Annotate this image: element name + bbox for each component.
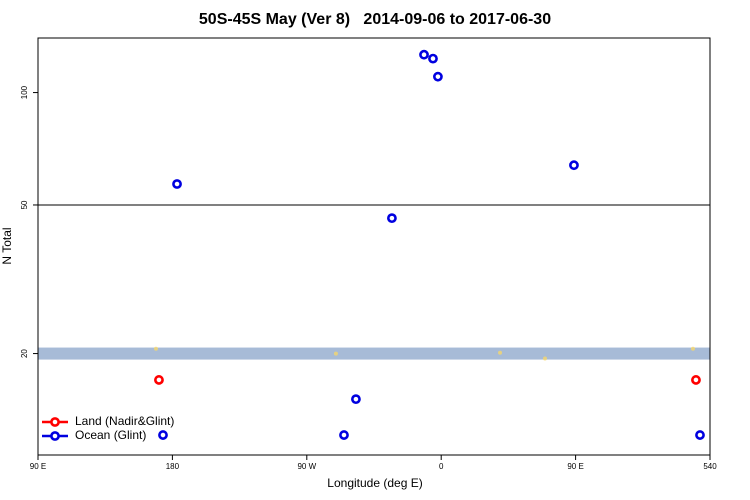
legend-marker [50,431,60,441]
point [172,179,182,189]
point [498,350,503,355]
band [38,347,710,360]
y-tick-label: 100 [20,85,29,99]
legend-marker [50,417,60,427]
x-tick-label: 540 [703,462,717,471]
x-tick-label: 90 E [567,462,583,471]
point [158,430,168,440]
point [695,430,705,440]
x-tick-label: 0 [439,462,444,471]
x-tick-label: 90 W [297,462,316,471]
point [153,346,158,351]
point [154,375,164,385]
point [387,213,397,224]
point [691,375,701,385]
point [428,53,438,64]
point [419,49,429,60]
y-tick-label: 20 [20,349,29,358]
legend-label: Ocean (Glint) [75,428,146,442]
point [333,351,338,356]
x-tick-label: 180 [166,462,180,471]
point [542,356,547,361]
x-tick-label: 90 E [30,462,46,471]
x-axis-label: Longitude (deg E) [327,476,422,490]
point [339,430,349,440]
chart-title: 50S-45S May (Ver 8) 2014-09-06 to 2017-0… [199,11,551,28]
legend-label: Land (Nadir&Glint) [75,414,174,428]
point [351,394,361,405]
y-tick-label: 50 [20,200,29,209]
point [433,71,443,82]
plot-frame [37,37,711,456]
point [569,160,579,171]
y-axis-label: N Total [0,227,14,264]
point [690,346,695,351]
